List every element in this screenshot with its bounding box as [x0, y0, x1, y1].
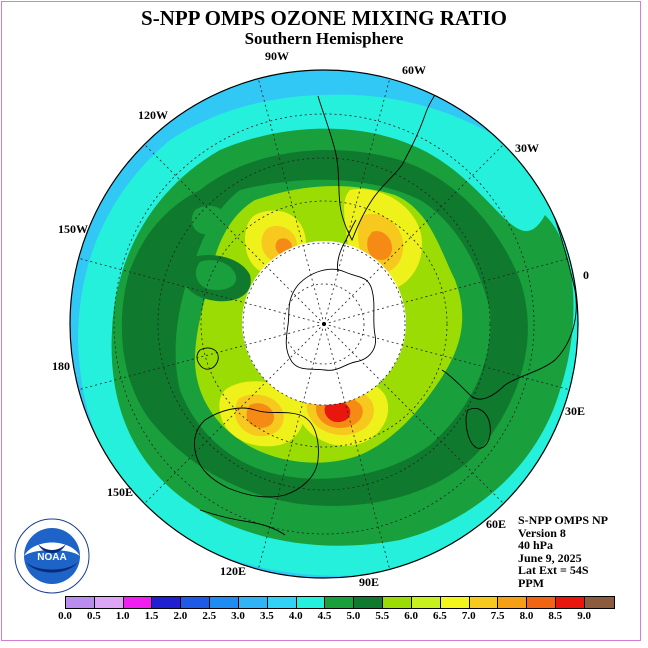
color-swatch [469, 597, 499, 608]
color-scale-ticks: 0.0 0.5 1.0 1.5 2.0 2.5 3.0 3.5 4.0 4.5 5.0 5.5 6.0 6… [57, 610, 597, 624]
color-swatch [181, 597, 211, 608]
color-scale-tick-label: 8.0 [519, 610, 534, 622]
product-info-box: S-NPP OMPS NP Version 8 40 hPa June 9, 2… [518, 514, 608, 589]
new-guinea [199, 509, 286, 536]
color-swatch [383, 597, 412, 608]
color-scale-tick-label: 8.5 [548, 610, 563, 622]
meridian-line [257, 78, 325, 325]
color-swatch [210, 597, 239, 608]
lon-label-30e: 30E [565, 404, 585, 418]
ozone-low-pocket-b [195, 260, 237, 290]
antarctic-peninsula [337, 219, 357, 273]
info-lat-extent: Lat Ext = 54S [518, 563, 589, 577]
color-swatch [94, 597, 124, 608]
meridian-line [323, 323, 391, 570]
longitude-lines [78, 78, 570, 570]
page-title: S-NPP OMPS OZONE MIXING RATIO [141, 6, 507, 30]
lon-label-60w: 60W [402, 63, 426, 77]
australia-coast [194, 407, 319, 498]
meridian-line [78, 257, 325, 325]
ozone-band-7-7.5-a [367, 230, 392, 260]
info-date: June 9, 2025 [518, 550, 582, 565]
noaa-logo-text: NOAA [37, 552, 66, 563]
meridian-line [323, 323, 504, 504]
lon-label-90e: 90E [359, 575, 379, 589]
color-scale-tick-label: 2.5 [202, 610, 217, 622]
madagascar [465, 407, 491, 449]
color-scale-tick-label: 3.5 [260, 610, 274, 622]
meridian-line [323, 323, 570, 391]
new-zealand [196, 347, 219, 370]
lon-label-150e: 150E [107, 485, 133, 499]
south-pole-marker [322, 322, 326, 326]
noaa-logo: NOAA [14, 518, 90, 594]
color-scale-tick-label: 2.0 [173, 610, 188, 622]
color-scale-tick-label: 3.0 [231, 610, 245, 622]
color-scale-tick-label: 7.0 [461, 610, 476, 622]
ozone-band-8-8.5 [324, 401, 351, 423]
color-swatch [527, 597, 557, 608]
lon-label-0: 0 [583, 268, 589, 282]
color-scale-tick-label: 4.0 [288, 610, 303, 622]
lon-label-120w: 120W [138, 108, 168, 122]
color-scale-tick-label: 0.0 [58, 610, 72, 622]
coastlines [194, 77, 577, 536]
meridian-line [144, 144, 325, 325]
africa-coast [441, 199, 577, 400]
lon-label-180: 180 [52, 359, 70, 373]
color-scale-tick-label: 6.5 [433, 610, 447, 622]
info-pressure-level: 40 hPa [518, 538, 554, 552]
meridian-line [323, 257, 570, 325]
meridian-line [144, 323, 325, 504]
color-swatch [498, 597, 528, 608]
south-america-coast [317, 77, 447, 242]
color-scale-tick-label: 6.0 [404, 610, 418, 622]
antarctica-coastline [285, 268, 376, 371]
longitude-labels: 90W 60W 30W 0 30E 60E 90E 120E 150E 180 … [52, 49, 589, 589]
color-swatch [238, 597, 268, 608]
info-instrument: S-NPP OMPS NP [518, 513, 608, 527]
meridian-line [78, 323, 325, 391]
color-swatch [267, 597, 297, 608]
color-scale-tick-label: 5.0 [346, 610, 361, 622]
ozone-low-pocket-c [191, 205, 226, 235]
lon-label-150w: 150W [58, 222, 88, 236]
color-swatch [325, 597, 355, 608]
color-scale-tick-label: 1.0 [115, 610, 130, 622]
color-scale-tick-label: 7.5 [490, 610, 505, 622]
map-boundary [69, 69, 579, 579]
color-scale-tick-label: 5.5 [375, 610, 390, 622]
meridian-line [323, 78, 391, 325]
color-swatch [296, 597, 326, 608]
color-swatch [66, 597, 95, 608]
lon-label-60e: 60E [486, 517, 506, 531]
color-scale-bar [65, 596, 615, 609]
color-swatch [354, 597, 384, 608]
page-frame [1, 1, 641, 641]
color-swatch [123, 597, 153, 608]
color-scale-tick-label: 4.5 [317, 610, 332, 622]
lon-label-90w: 90W [265, 49, 289, 63]
meridian-line [323, 144, 504, 325]
color-scale-tick-label: 1.5 [144, 610, 159, 622]
page-subtitle: Southern Hemisphere [244, 29, 404, 48]
lon-label-120e: 120E [220, 564, 246, 578]
color-swatch [152, 597, 182, 608]
info-unit: PPM [518, 575, 544, 590]
color-swatch [584, 597, 614, 608]
color-scale-tick-label: 0.5 [86, 610, 101, 622]
color-swatch [440, 597, 470, 608]
latitude-lines [113, 113, 535, 535]
color-scale-tick-label: 9.0 [577, 610, 591, 622]
lon-label-30w: 30W [515, 141, 539, 155]
color-swatch [411, 597, 441, 608]
meridian-line [257, 323, 325, 570]
color-swatch [556, 597, 585, 608]
info-version: Version 8 [518, 525, 566, 540]
